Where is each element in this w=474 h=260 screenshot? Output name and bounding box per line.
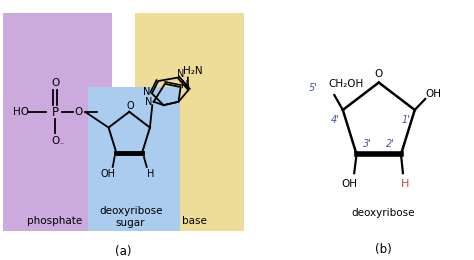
Text: deoxyribose
sugar: deoxyribose sugar — [99, 206, 163, 228]
Text: H₂N: H₂N — [182, 66, 202, 76]
Text: N: N — [143, 87, 150, 98]
Text: (a): (a) — [115, 245, 132, 258]
Text: deoxyribose: deoxyribose — [352, 208, 415, 218]
Text: OH: OH — [100, 169, 116, 179]
Text: OH: OH — [341, 179, 357, 189]
Bar — [88, 87, 180, 231]
Text: CH₂OH: CH₂OH — [328, 79, 364, 89]
Bar — [3, 13, 112, 231]
Text: P: P — [52, 106, 59, 119]
Text: N: N — [181, 80, 188, 90]
Text: phosphate: phosphate — [27, 216, 82, 226]
Text: 3': 3' — [363, 139, 372, 150]
Text: H: H — [147, 169, 154, 179]
Text: N: N — [146, 97, 153, 107]
Text: base: base — [182, 216, 207, 226]
Text: O: O — [51, 136, 59, 146]
Text: O: O — [374, 69, 383, 79]
Text: (b): (b) — [375, 243, 392, 256]
Text: 5': 5' — [309, 83, 318, 93]
Text: O: O — [74, 107, 83, 117]
Text: 2': 2' — [386, 139, 395, 150]
Text: 1': 1' — [402, 115, 410, 125]
Text: HO: HO — [12, 107, 28, 117]
Text: ⁻: ⁻ — [60, 140, 64, 149]
Text: O: O — [51, 77, 59, 88]
Text: H: H — [401, 179, 410, 189]
Text: OH: OH — [426, 89, 442, 99]
Text: N: N — [177, 69, 184, 79]
Text: O: O — [127, 101, 134, 111]
Bar — [136, 13, 244, 231]
Text: 4': 4' — [331, 115, 340, 125]
